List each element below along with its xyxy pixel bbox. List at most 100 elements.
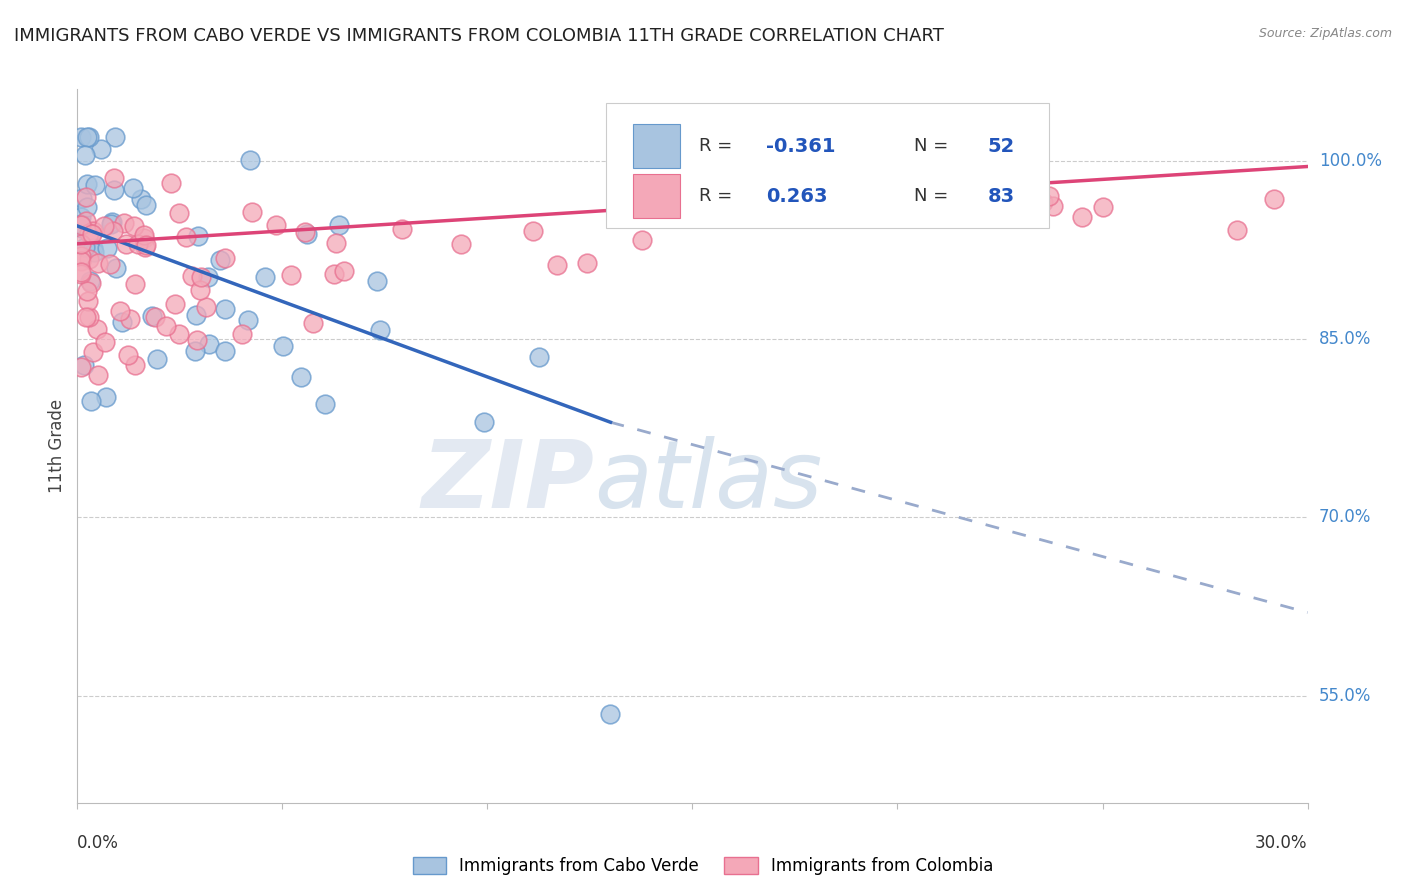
Text: ZIP: ZIP	[422, 435, 595, 528]
Point	[86, 368, 108, 383]
Point	[70, 237, 93, 252]
Text: N =: N =	[914, 187, 953, 205]
Legend: Immigrants from Cabo Verde, Immigrants from Colombia: Immigrants from Cabo Verde, Immigrants f…	[406, 850, 1000, 882]
Point	[280, 268, 302, 283]
Point	[75, 310, 97, 325]
Point	[240, 205, 263, 219]
Point	[638, 194, 661, 209]
Point	[167, 205, 190, 219]
Point	[77, 252, 100, 266]
Point	[576, 256, 599, 270]
Point	[117, 348, 139, 362]
Point	[122, 181, 145, 195]
Point	[82, 225, 104, 239]
Point	[127, 236, 149, 251]
Point	[103, 171, 125, 186]
Point	[325, 235, 347, 250]
Point	[104, 129, 127, 144]
Text: 85.0%: 85.0%	[1319, 330, 1371, 348]
Text: 30.0%: 30.0%	[1256, 834, 1308, 852]
Text: Source: ZipAtlas.com: Source: ZipAtlas.com	[1258, 27, 1392, 40]
Point	[83, 178, 105, 193]
Text: 100.0%: 100.0%	[1319, 152, 1382, 169]
Point	[70, 250, 93, 264]
Point	[965, 169, 987, 183]
Y-axis label: 11th Grade: 11th Grade	[48, 399, 66, 493]
Point	[314, 397, 336, 411]
Text: R =: R =	[699, 187, 744, 205]
Text: 55.0%: 55.0%	[1319, 687, 1371, 705]
FancyBboxPatch shape	[606, 103, 1049, 228]
Point	[165, 297, 187, 311]
Point	[77, 294, 100, 309]
Point	[295, 227, 318, 241]
Point	[214, 344, 236, 359]
Point	[82, 345, 104, 359]
Point	[70, 221, 93, 235]
Point	[101, 224, 124, 238]
Point	[70, 210, 93, 224]
Point	[100, 217, 122, 231]
Point	[100, 215, 122, 229]
Point	[366, 274, 388, 288]
Text: atlas: atlas	[595, 436, 823, 527]
Point	[972, 184, 994, 198]
Point	[1226, 223, 1249, 237]
Point	[294, 225, 316, 239]
Point	[108, 304, 131, 318]
Point	[76, 129, 98, 144]
Text: 70.0%: 70.0%	[1319, 508, 1371, 526]
Point	[80, 276, 103, 290]
Point	[111, 315, 134, 329]
Point	[184, 344, 207, 359]
Point	[77, 129, 100, 144]
Point	[103, 183, 125, 197]
Point	[115, 236, 138, 251]
Text: -0.361: -0.361	[766, 136, 835, 156]
Point	[105, 261, 128, 276]
Point	[239, 153, 262, 167]
Point	[76, 284, 98, 298]
Text: IMMIGRANTS FROM CABO VERDE VS IMMIGRANTS FROM COLOMBIA 11TH GRADE CORRELATION CH: IMMIGRANTS FROM CABO VERDE VS IMMIGRANTS…	[14, 27, 943, 45]
Point	[450, 237, 472, 252]
Point	[1032, 195, 1054, 210]
Point	[70, 218, 93, 232]
Point	[86, 256, 108, 270]
Text: N =: N =	[914, 137, 953, 155]
Point	[190, 269, 212, 284]
Point	[167, 326, 190, 341]
Point	[1038, 189, 1060, 203]
Point	[546, 258, 568, 272]
Point	[474, 415, 496, 429]
Point	[188, 283, 211, 297]
FancyBboxPatch shape	[634, 124, 681, 169]
Point	[96, 241, 118, 255]
Point	[599, 706, 621, 721]
Point	[174, 230, 197, 244]
Point	[70, 129, 93, 144]
Point	[302, 316, 325, 330]
Point	[527, 350, 550, 364]
Point	[184, 308, 207, 322]
Point	[290, 369, 312, 384]
Point	[86, 322, 108, 336]
Point	[124, 359, 146, 373]
Point	[70, 267, 93, 281]
Point	[522, 224, 544, 238]
Point	[266, 218, 288, 232]
Point	[160, 176, 183, 190]
FancyBboxPatch shape	[634, 174, 681, 219]
Point	[70, 265, 93, 279]
Point	[155, 318, 177, 333]
Point	[77, 226, 100, 240]
Text: 0.0%: 0.0%	[77, 834, 120, 852]
Point	[328, 218, 350, 232]
Text: R =: R =	[699, 137, 738, 155]
Point	[93, 219, 115, 233]
Point	[391, 221, 413, 235]
Point	[214, 251, 236, 265]
Point	[75, 214, 97, 228]
Point	[129, 192, 152, 206]
Point	[135, 238, 157, 252]
Point	[70, 360, 93, 375]
